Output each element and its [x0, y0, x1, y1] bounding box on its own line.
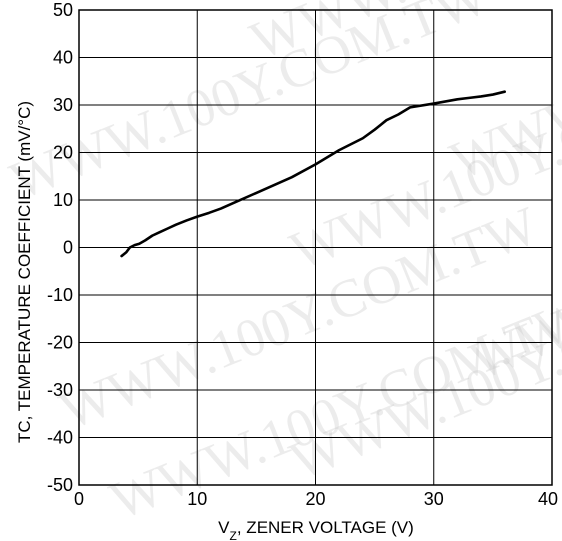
y-tick-label: -30: [47, 380, 73, 400]
y-axis-title: TC, TEMPERATURE COEFFICIENT (mV/°C): [15, 101, 34, 443]
x-tick-label: 0: [74, 489, 84, 509]
y-tick-label: 40: [53, 48, 73, 68]
y-tick-label: 20: [53, 143, 73, 163]
y-tick-label: -50: [47, 475, 73, 495]
watermark-layer: WWW.100Y.COM.TWWWW.100Y.COM.TWWWW.100Y.C…: [2, 0, 562, 531]
x-tick-labels: 0 10 20 30 40: [74, 489, 558, 509]
x-tick-label: 30: [424, 489, 444, 509]
tc-series-line: [120, 90, 506, 258]
y-tick-label: -10: [47, 285, 73, 305]
x-axis-title: VZ, ZENER VOLTAGE (V): [218, 518, 414, 541]
y-tick-label: 10: [53, 190, 73, 210]
y-tick-label: 30: [53, 95, 73, 115]
y-tick-label: 0: [63, 238, 73, 258]
y-tick-label: -40: [47, 428, 73, 448]
plot-frame: [78, 9, 553, 486]
y-tick-labels: 50 40 30 20 10 0 -10 -20 -30 -40 -50: [47, 0, 73, 495]
x-axis-title-rest: , ZENER VOLTAGE (V): [237, 518, 414, 537]
y-tick-label: -20: [47, 333, 73, 353]
x-tick-label: 20: [305, 489, 325, 509]
x-axis-title-main: V: [218, 518, 230, 537]
x-tick-label: 10: [187, 489, 207, 509]
x-tick-label: 40: [538, 489, 558, 509]
x-axis-title-sub: Z: [230, 529, 237, 541]
y-tick-label: 50: [53, 0, 73, 20]
